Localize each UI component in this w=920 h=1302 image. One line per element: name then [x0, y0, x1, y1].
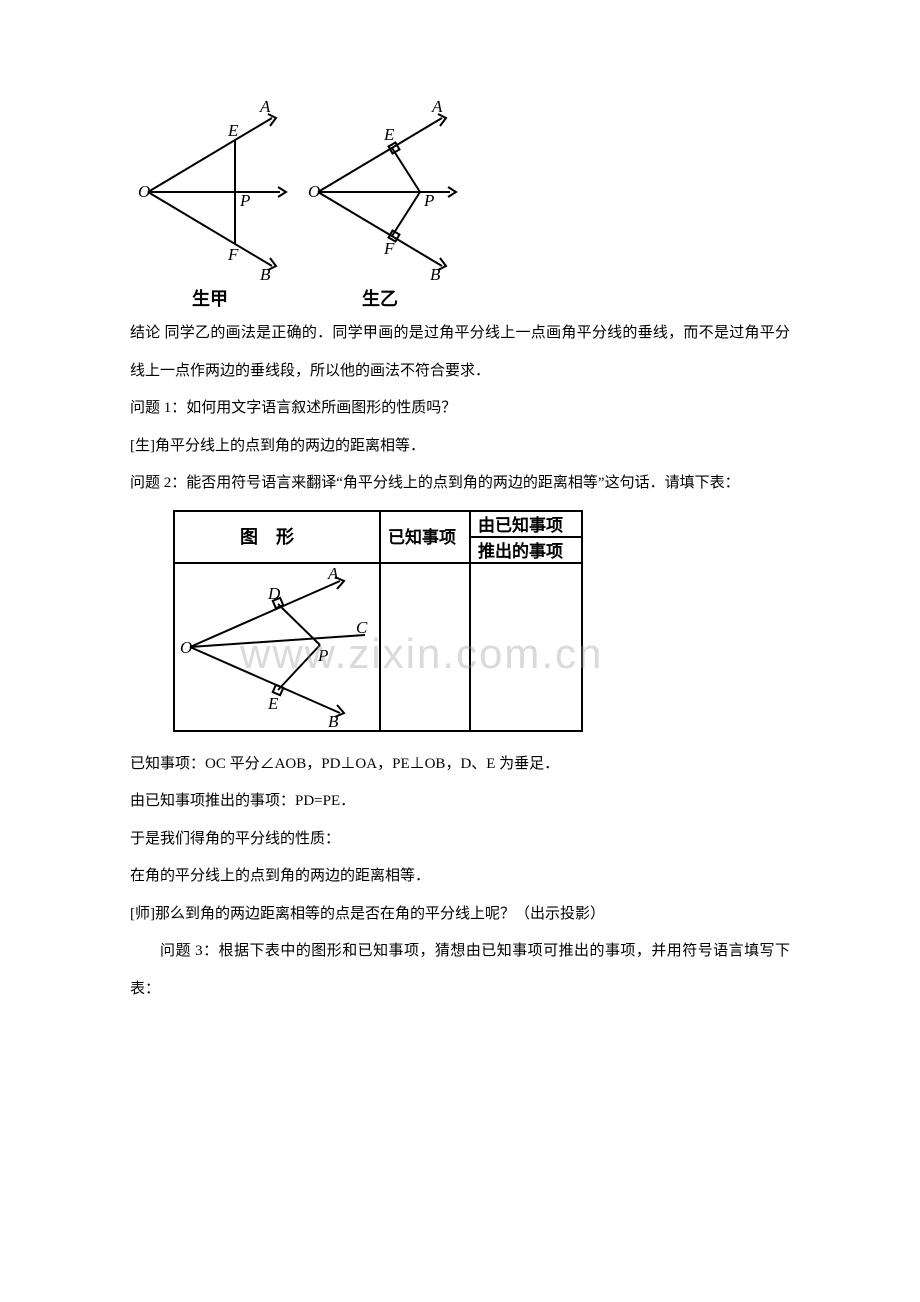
- document-page: www.zixin.com.cn O A B E F P: [0, 0, 920, 1302]
- label-B: B: [430, 265, 441, 280]
- paragraph: 已知事项：OC 平分∠AOB，PD⊥OA，PE⊥OB，D、E 为垂足．: [130, 746, 790, 784]
- paragraph: 问题 2：能否用符号语言来翻译“角平分线上的点到角的两边的距离相等”这句话．请填…: [130, 465, 790, 503]
- label-E: E: [383, 125, 395, 144]
- label-E: E: [227, 121, 239, 140]
- label-P: P: [423, 191, 434, 210]
- paragraph: [师]那么到角的两边距离相等的点是否在角的平分线上呢？（出示投影）: [130, 896, 790, 934]
- label-O: O: [180, 638, 192, 657]
- label-D: D: [267, 584, 281, 603]
- diagram-yi-svg: O A B E F P: [300, 100, 460, 280]
- label-F: F: [227, 245, 239, 264]
- label-O: O: [308, 182, 320, 201]
- label-A: A: [259, 100, 271, 116]
- label-C: C: [356, 618, 368, 637]
- label-B: B: [260, 265, 271, 280]
- table-h3b: 推出的事项: [478, 541, 563, 561]
- paragraph: 于是我们得角的平分线的性质：: [130, 821, 790, 859]
- paragraph: 结论 同学乙的画法是正确的．同学甲画的是过角平分线上一点画角平分线的垂线，而不是…: [130, 315, 790, 390]
- figure-row: O A B E F P 生甲: [130, 100, 790, 311]
- paragraph: 由已知事项推出的事项：PD=PE．: [130, 783, 790, 821]
- table-figure: 图 形 已知事项 由已知事项 推出的事项 O A B D E P C: [170, 507, 790, 742]
- label-B: B: [328, 712, 339, 731]
- figure-jia-label: 生甲: [130, 285, 290, 311]
- label-P: P: [317, 646, 328, 665]
- table-h1: 图 形: [240, 527, 294, 547]
- label-A: A: [431, 100, 443, 116]
- paragraph: 问题 1：如何用文字语言叙述所画图形的性质吗？: [130, 390, 790, 428]
- figure-jia: O A B E F P 生甲: [130, 100, 290, 311]
- figure-yi: O A B E F P 生乙: [300, 100, 460, 311]
- paragraph: [生]角平分线上的点到角的两边的距离相等．: [130, 428, 790, 466]
- table-h2: 已知事项: [388, 527, 456, 547]
- figure-yi-label: 生乙: [300, 285, 460, 311]
- label-P: P: [239, 191, 250, 210]
- label-F: F: [383, 239, 395, 258]
- paragraph: 问题 3：根据下表中的图形和已知事项，猜想由已知事项可推出的事项，并用符号语言填…: [130, 933, 790, 1008]
- label-E: E: [267, 694, 279, 713]
- label-A: A: [327, 564, 339, 583]
- table-h3a: 由已知事项: [478, 515, 563, 535]
- table-svg: 图 形 已知事项 由已知事项 推出的事项 O A B D E P C: [170, 507, 590, 737]
- diagram-jia-svg: O A B E F P: [130, 100, 290, 280]
- label-O: O: [138, 182, 150, 201]
- paragraph: 在角的平分线上的点到角的两边的距离相等．: [130, 858, 790, 896]
